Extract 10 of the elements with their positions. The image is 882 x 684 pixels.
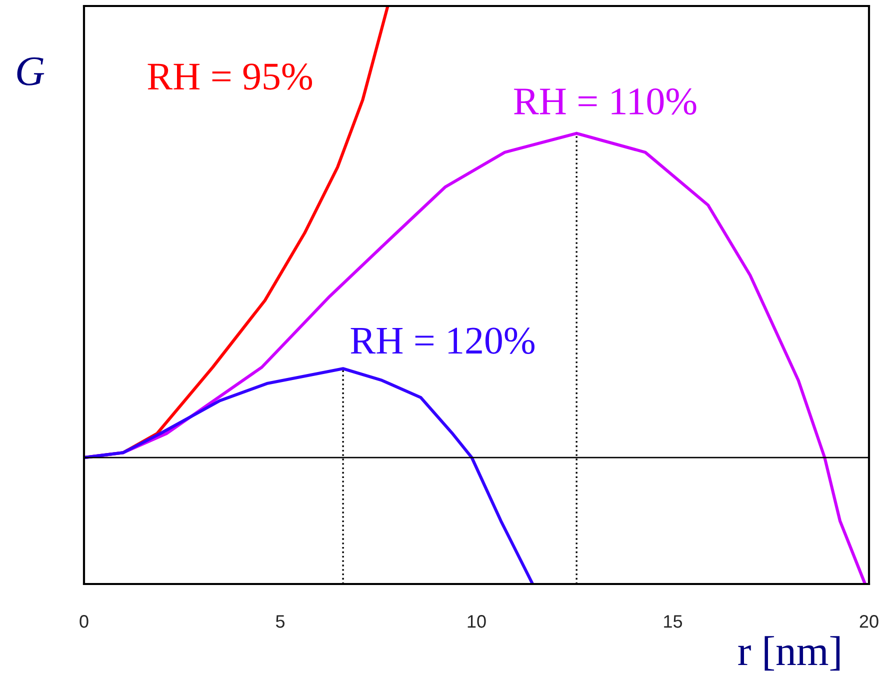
series-label: RH = 120% — [350, 328, 534, 354]
x-tick-label: 0 — [80, 615, 88, 628]
x-tick-label: 10 — [468, 615, 486, 628]
series-label: RH = 110% — [514, 88, 696, 115]
x-tick-label: 5 — [276, 615, 285, 628]
x-axis-title: r [nm] — [738, 636, 840, 671]
y-axis-title: G — [17, 57, 44, 86]
x-tick-label: 20 — [860, 615, 878, 628]
x-tick-label: 15 — [664, 615, 682, 628]
series-label: RH = 95% — [148, 63, 312, 90]
